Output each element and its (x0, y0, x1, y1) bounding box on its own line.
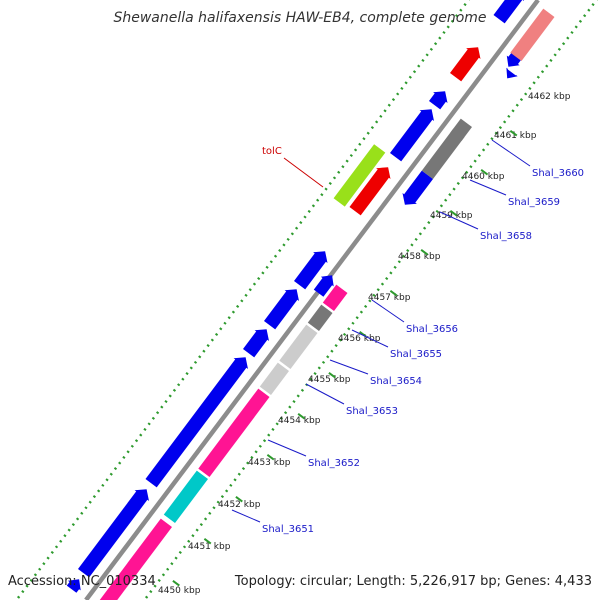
gene-label: Shal_3655 (390, 349, 442, 360)
gene-label-connector (231, 509, 261, 523)
gene-label-connector (469, 179, 507, 196)
gene-label: Shal_3656 (406, 324, 458, 335)
forward-gene-arrow (264, 289, 299, 330)
reverse-gene-block (99, 518, 172, 600)
kbp-tick (420, 249, 429, 256)
forward-gene-arrow (66, 579, 81, 593)
gene-label: Shal_3652 (308, 458, 360, 469)
reverse-gene-block (510, 8, 555, 62)
forward-gene-arrow (390, 109, 434, 162)
kbp-tick-label: 4451 kbp (188, 542, 231, 552)
gene-label-connector (439, 211, 479, 230)
kbp-tick (480, 169, 489, 176)
genome-title: Shewanella halifaxensis HAW-EB4, complet… (113, 10, 487, 26)
tolc-red-gene (349, 167, 391, 216)
gene-label: Shal_3660 (532, 168, 584, 179)
kbp-tick (203, 537, 212, 545)
kbp-tick-label: 4454 kbp (278, 416, 321, 426)
reverse-gene-block (307, 304, 333, 331)
gene-label-connector (491, 139, 531, 167)
kbp-tick (172, 579, 180, 587)
reverse-gene-block (421, 128, 465, 179)
tick-marks: 4450 kbp 4451 kbp 4452 kbp 4453 kbp 4454 kbp… (158, 92, 571, 596)
forward-gene-arrow (493, 0, 524, 24)
topology-summary: Topology: circular; Length: 5,226,917 bp… (234, 574, 592, 589)
gene-features (66, 0, 555, 600)
tolc-callout-line (283, 157, 324, 188)
reverse-gene-block (279, 324, 318, 369)
kbp-tick-label: 4450 kbp (158, 586, 201, 596)
kbp-tick-label: 4453 kbp (248, 458, 291, 468)
forward-gene-arrow (145, 357, 248, 488)
kbp-tick (509, 130, 518, 137)
gene-label: Shal_3658 (480, 231, 532, 242)
gene-label: Shal_3654 (370, 376, 422, 387)
gene-label-connector (371, 299, 405, 323)
kbp-tick (266, 453, 275, 461)
forward-gene-arrow (429, 91, 448, 110)
kbp-tick-label: 4462 kbp (528, 92, 571, 102)
gene-label-connector (305, 383, 345, 405)
forward-gene-arrow (313, 275, 334, 297)
label-connectors: Shal_3651 Shal_3652 Shal_3653 Shal_3654 Shal… (231, 139, 584, 535)
backbone-line (84, 0, 540, 600)
kbp-tick-label: 4452 kbp (218, 500, 261, 510)
kbp-tick-label: 4459 kbp (430, 211, 473, 221)
reverse-gene-arrow (506, 67, 518, 79)
reverse-gene-block (450, 118, 472, 141)
forward-gene-arrow (243, 329, 269, 358)
kbp-tick (328, 371, 336, 379)
gene-label: Shal_3653 (346, 406, 398, 417)
kbp-tick-label: 4457 kbp (368, 293, 411, 303)
forward-gene-arrow (294, 251, 328, 290)
reverse-gene-block (198, 388, 270, 477)
gene-label: Shal_3659 (508, 197, 560, 208)
gene-label: Shal_3651 (262, 524, 314, 535)
reverse-gene-block (259, 362, 289, 395)
kbp-tick-label: 4458 kbp (398, 252, 441, 262)
gene-label-connector (267, 439, 307, 457)
kbp-tick-label: 4460 kbp (462, 172, 505, 182)
kbp-tick (449, 210, 458, 217)
kbp-tick-label: 4455 kbp (308, 375, 351, 385)
kbp-tick-label: 4461 kbp (494, 131, 537, 141)
reverse-gene-block (322, 284, 348, 311)
gene-label-connector (329, 359, 369, 375)
kbp-tick-label: 4456 kbp (338, 334, 381, 344)
reverse-gene-arrow (402, 170, 433, 205)
reverse-gene-arrow (506, 51, 523, 67)
kbp-tick (389, 289, 398, 297)
kbp-tick (235, 495, 243, 503)
red-gene-arrow (450, 47, 481, 82)
accession-text: Accession: NC_010334 (8, 574, 156, 589)
kbp-tick (297, 412, 306, 420)
tolc-callout-label: tolC (262, 146, 282, 157)
gene-label-connector (351, 329, 389, 348)
reverse-gene-block (163, 470, 208, 523)
forward-gene-arrow (78, 489, 149, 578)
tolc-green-gene (333, 144, 386, 207)
